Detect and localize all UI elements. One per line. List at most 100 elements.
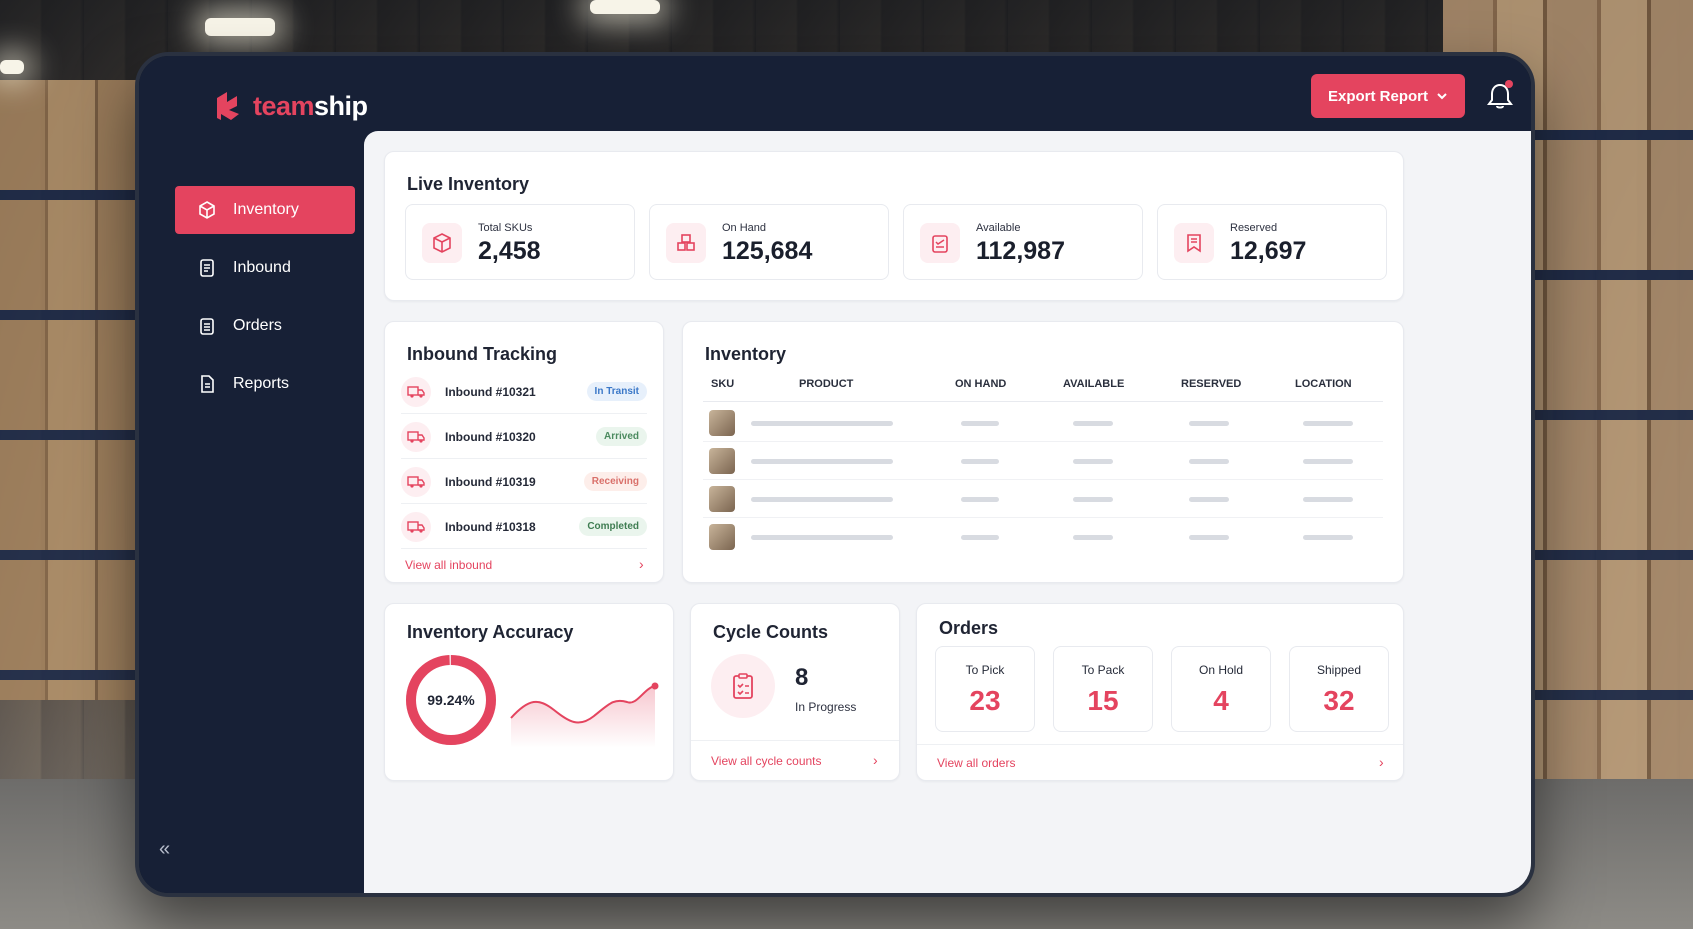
stat-on-hand: On Hand 125,684	[649, 204, 889, 280]
truck-icon	[401, 376, 431, 407]
order-box-label: Shipped	[1316, 663, 1362, 677]
sidebar-item-inventory[interactable]: Inventory	[175, 186, 355, 234]
placeholder-bar	[1073, 421, 1113, 426]
teamship-logo[interactable]: teamship	[211, 88, 368, 124]
chevron-right-icon[interactable]: ›	[1379, 754, 1384, 770]
inbound-name: Inbound #10319	[445, 474, 536, 489]
truck-icon	[401, 511, 431, 542]
inventory-table-title: Inventory	[705, 344, 787, 364]
accuracy-ring	[406, 655, 496, 745]
placeholder-bar	[1189, 497, 1229, 502]
inbound-name: Inbound #10320	[445, 429, 536, 444]
placeholder-bar	[1303, 497, 1353, 502]
export-report-button[interactable]: Export Report	[1311, 74, 1465, 118]
stat-total-skus: Total SKUs 2,458	[405, 204, 635, 280]
logo-mark-icon	[217, 92, 239, 120]
order-box-on-hold[interactable]: On Hold 4	[1171, 646, 1271, 732]
box-icon	[199, 201, 215, 219]
clipboard-check-icon	[920, 223, 960, 263]
stat-value: 12,697	[1230, 237, 1307, 265]
stat-label: Reserved	[1230, 222, 1278, 234]
live-inventory-card: Live Inventory Total SKUs 2,458 On Hand …	[384, 151, 1404, 301]
stat-value: 112,987	[976, 237, 1065, 265]
order-box-value: 4	[1213, 685, 1229, 716]
placeholder-bar	[1073, 535, 1113, 540]
col-sku[interactable]: SKU	[711, 378, 735, 390]
sidebar-item-label: Inbound	[233, 259, 291, 276]
table-row[interactable]	[703, 480, 1383, 518]
truck-icon	[401, 466, 431, 497]
table-row[interactable]	[703, 518, 1383, 556]
col-on-hand[interactable]: ON HAND	[955, 378, 1007, 390]
col-location[interactable]: LOCATION	[1295, 378, 1352, 390]
bookmark-list-icon	[1174, 223, 1214, 263]
main-content: Live Inventory Total SKUs 2,458 On Hand …	[364, 131, 1531, 893]
inbound-row[interactable]: Inbound #10319 Receiving	[401, 460, 647, 504]
cycle-counts-title: Cycle Counts	[713, 622, 829, 642]
logo-text: teamship	[253, 90, 368, 121]
inventory-accuracy-title: Inventory Accuracy	[407, 622, 574, 642]
product-thumbnail	[709, 486, 735, 512]
order-box-label: To Pack	[1081, 663, 1125, 677]
chevron-right-icon[interactable]: ›	[639, 556, 644, 572]
table-header: SKU PRODUCT ON HAND AVAILABLE RESERVED L…	[703, 372, 1383, 402]
sidebar-item-inbound[interactable]: Inbound	[175, 244, 355, 292]
placeholder-bar	[1189, 535, 1229, 540]
order-box-to-pick[interactable]: To Pick 23	[935, 646, 1035, 732]
order-box-shipped[interactable]: Shipped 32	[1289, 646, 1389, 732]
inbound-tracking-title: Inbound Tracking	[407, 344, 558, 364]
accuracy-value: 99.24%	[427, 692, 475, 708]
view-all-inbound-link[interactable]: View all inbound	[405, 558, 493, 572]
placeholder-bar	[1189, 459, 1229, 464]
chevron-down-icon	[1437, 93, 1447, 100]
clipboard-check-icon	[711, 654, 775, 718]
cycle-count-number: 8	[795, 664, 809, 691]
product-thumbnail	[709, 448, 735, 474]
col-product[interactable]: PRODUCT	[799, 378, 854, 390]
view-all-cycle-counts-link[interactable]: View all cycle counts	[711, 754, 822, 768]
stat-value: 2,458	[478, 237, 541, 265]
ceiling-light	[0, 60, 24, 74]
inbound-row[interactable]: Inbound #10321 In Transit	[401, 370, 647, 414]
sidebar-item-reports[interactable]: Reports	[175, 360, 355, 408]
orders-card: Orders To Pick 23 To Pack 15 On Hold 4 S…	[916, 603, 1404, 781]
accuracy-trend-sparkline	[510, 682, 659, 748]
collapse-sidebar-icon[interactable]: «	[159, 838, 171, 860]
tablet-device: teamship Export Report Inventory Inbound…	[135, 52, 1535, 897]
receipt-icon	[200, 259, 214, 277]
status-badge: Completed	[579, 517, 647, 536]
placeholder-bar	[961, 459, 999, 464]
document-icon	[201, 375, 214, 393]
ceiling-light	[205, 18, 275, 36]
placeholder-bar	[751, 497, 893, 502]
placeholder-bar	[1189, 421, 1229, 426]
bell-icon[interactable]	[1487, 82, 1513, 110]
table-row[interactable]	[703, 404, 1383, 442]
table-row[interactable]	[703, 442, 1383, 480]
stat-label: Total SKUs	[478, 222, 533, 234]
sidebar: Inventory Inbound Orders Reports «	[139, 148, 364, 893]
sidebar-item-label: Inventory	[233, 201, 299, 218]
chevron-right-icon[interactable]: ›	[873, 752, 878, 768]
col-available[interactable]: AVAILABLE	[1063, 378, 1125, 390]
view-all-orders-link[interactable]: View all orders	[937, 756, 1016, 770]
order-box-value: 15	[1087, 685, 1119, 716]
placeholder-bar	[751, 421, 893, 426]
truck-icon	[401, 421, 431, 452]
export-report-label: Export Report	[1327, 87, 1428, 105]
col-reserved[interactable]: RESERVED	[1181, 378, 1242, 390]
inbound-name: Inbound #10321	[445, 384, 536, 399]
placeholder-bar	[1073, 459, 1113, 464]
orders-title: Orders	[939, 618, 999, 638]
sidebar-item-orders[interactable]: Orders	[175, 302, 355, 350]
product-thumbnail	[709, 410, 735, 436]
order-box-label: On Hold	[1198, 663, 1244, 677]
placeholder-bar	[961, 535, 999, 540]
order-box-to-pack[interactable]: To Pack 15	[1053, 646, 1153, 732]
inbound-row[interactable]: Inbound #10320 Arrived	[401, 415, 647, 459]
divider	[917, 744, 1403, 745]
inbound-row[interactable]: Inbound #10318 Completed	[401, 505, 647, 549]
order-box-label: To Pick	[965, 663, 1005, 677]
cube-icon	[422, 223, 462, 263]
placeholder-bar	[1073, 497, 1113, 502]
